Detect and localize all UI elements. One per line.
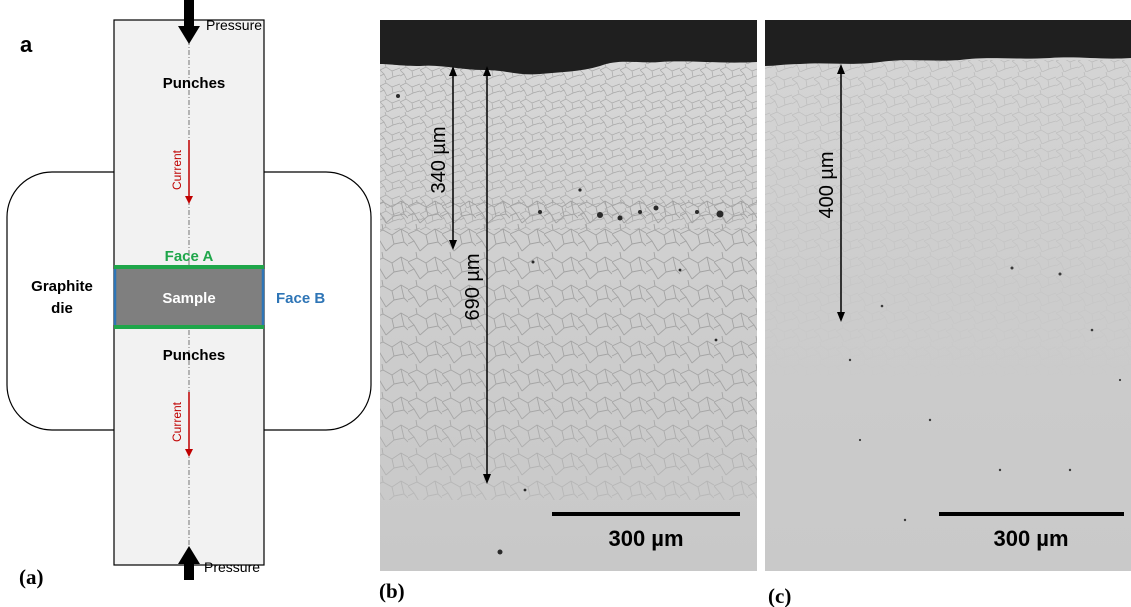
current-top-label: Current xyxy=(170,149,184,190)
micrograph-c-grain-texture xyxy=(765,60,1131,400)
depth-arrow-400 xyxy=(837,64,845,322)
panel-b-caption: (b) xyxy=(379,579,405,603)
micrograph-c-specks xyxy=(848,266,1122,522)
sample-label: Sample xyxy=(162,290,215,307)
scale-bar-c-label: 300 µm xyxy=(993,526,1068,551)
panel-c-micrograph: 400 µm 300 µm (c) xyxy=(765,20,1131,607)
depth-arrow-340 xyxy=(449,66,457,250)
panel-b-micrograph: 340 µm 690 µm 300 µm (b) xyxy=(379,20,757,603)
micrograph-b-specks xyxy=(396,94,724,555)
pressure-top-arrow xyxy=(178,0,200,44)
panel-a-letter: a xyxy=(20,32,33,57)
punches-top-label: Punches xyxy=(163,75,226,92)
pressure-bottom-label: Pressure xyxy=(204,559,260,575)
punches-bottom-label: Punches xyxy=(163,347,226,364)
sample-block xyxy=(115,267,263,327)
graphite-die-label-line2: die xyxy=(51,300,73,317)
micrograph-c-top-edge xyxy=(765,20,1131,66)
panel-a-caption: (a) xyxy=(19,565,44,589)
depth-arrow-690 xyxy=(483,66,491,484)
depth-label-400: 400 µm xyxy=(816,151,838,218)
face-b-label: Face B xyxy=(276,290,325,307)
micrograph-b-top-edge xyxy=(380,20,757,75)
current-top-arrow xyxy=(185,140,193,204)
pressure-bottom-arrow xyxy=(178,546,200,580)
scale-bar-b-label: 300 µm xyxy=(608,526,683,551)
panel-a-diagram: a Sample Face A Face B Graphite die Punc… xyxy=(6,0,372,589)
depth-label-340: 340 µm xyxy=(428,126,450,193)
panel-c-caption: (c) xyxy=(768,584,791,607)
current-bottom-label: Current xyxy=(170,401,184,442)
micrograph-b-grain-texture xyxy=(380,60,757,500)
pressure-top-label: Pressure xyxy=(206,17,262,33)
face-a-label: Face A xyxy=(165,248,214,265)
graphite-die-label-line1: Graphite xyxy=(31,278,93,295)
depth-label-690: 690 µm xyxy=(462,253,484,320)
current-bottom-arrow xyxy=(185,392,193,457)
